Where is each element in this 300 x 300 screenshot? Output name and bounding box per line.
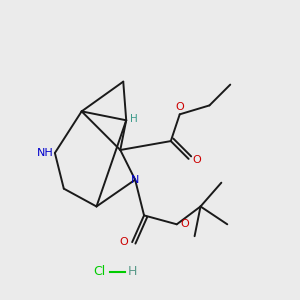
- Text: O: O: [119, 237, 128, 247]
- Text: O: O: [193, 154, 201, 164]
- Text: Cl: Cl: [93, 266, 106, 278]
- Text: H: H: [130, 114, 137, 124]
- Text: O: O: [175, 102, 184, 112]
- Text: O: O: [181, 219, 189, 229]
- Text: NH: NH: [37, 148, 54, 158]
- Text: H: H: [128, 266, 137, 278]
- Text: N: N: [131, 175, 139, 185]
